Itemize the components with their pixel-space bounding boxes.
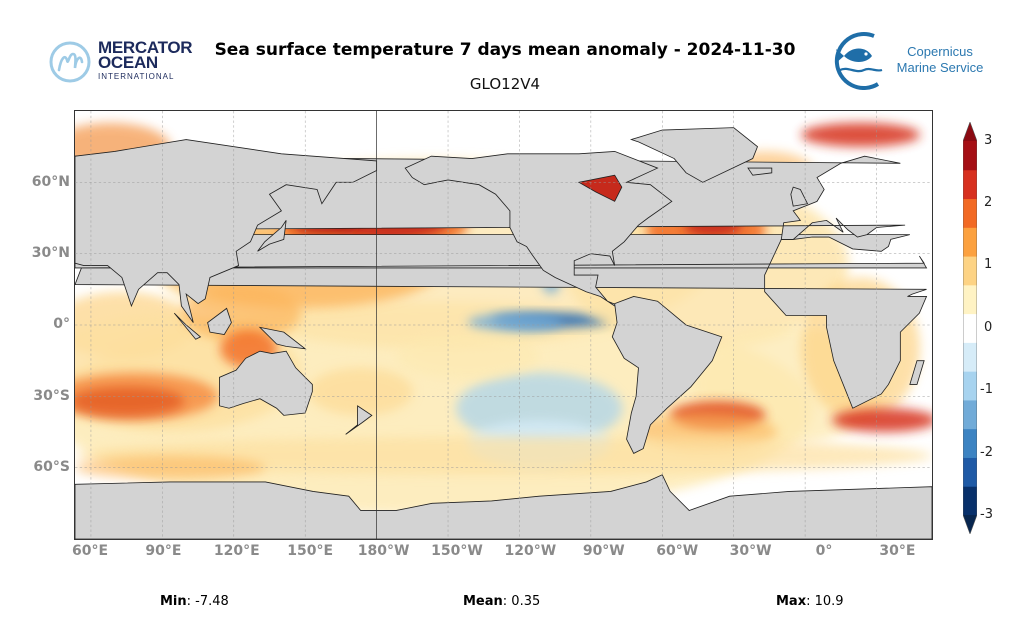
greenland-landmass <box>629 127 759 183</box>
copernicus-marine-logo: Copernicus Marine Service <box>830 30 990 90</box>
stat-mean-label: Mean <box>463 594 503 609</box>
lon-label: 30°W <box>729 543 772 559</box>
lon-label: 0° <box>815 543 833 559</box>
lon-label: 120°W <box>504 543 557 559</box>
colorbar-segment <box>963 457 977 487</box>
lat-label-60s: 60°S <box>33 459 70 475</box>
borneo-landmass <box>207 307 232 335</box>
stat-max: Max: 10.9 <box>776 594 844 609</box>
madagascar-landmass <box>909 360 925 385</box>
anomaly-patch <box>832 408 932 432</box>
lon-label: 120°E <box>213 543 260 559</box>
colorbar-tick-3: 3 <box>984 133 993 148</box>
logo-text-ocean: OCEAN <box>98 53 158 72</box>
africa-arabia-landmass <box>75 234 928 409</box>
logo-text-copernicus: Copernicus <box>907 44 973 59</box>
colorbar-tick-0: 0 <box>984 320 993 335</box>
colorbar-segment <box>963 198 977 228</box>
lon-label: 60°W <box>656 543 699 559</box>
hudson-bay-anomaly <box>577 174 623 202</box>
anomaly-patch <box>467 313 564 333</box>
mercator-m-icon <box>49 41 91 83</box>
lon-label: 90°E <box>145 543 182 559</box>
anomaly-patch <box>75 372 218 421</box>
mercator-ocean-logo: MERCATOR OCEAN INTERNATIONAL <box>48 38 193 84</box>
sst-anomaly-map <box>74 110 933 540</box>
colorbar-tick-m1: -1 <box>980 382 993 397</box>
uk-landmass <box>790 186 809 207</box>
colorbar-segment <box>963 284 977 315</box>
colorbar-segment <box>963 486 977 516</box>
colorbar-tick-m3: -3 <box>980 507 993 522</box>
new-zealand-landmass <box>345 405 373 435</box>
logo-text-mercator: MERCATOR <box>98 38 193 57</box>
stat-min-value: : -7.48 <box>186 594 229 609</box>
lon-label: 150°E <box>287 543 334 559</box>
colorbar-tick-1: 1 <box>984 257 993 272</box>
colorbar-segment <box>963 313 977 343</box>
stat-min-label: Min <box>160 594 187 609</box>
lon-label: 90°W <box>582 543 625 559</box>
model-subtitle: GLO12V4 <box>469 75 541 93</box>
colorbar-segment <box>963 256 977 286</box>
stat-mean-value: : 0.35 <box>502 594 541 609</box>
colorbar-tick-2: 2 <box>984 195 993 210</box>
colorbar <box>963 122 977 534</box>
map-svg <box>75 111 932 539</box>
sumatra-landmass <box>173 312 202 340</box>
lat-label-30s: 30°S <box>33 388 70 404</box>
logo-text-international: INTERNATIONAL <box>98 72 175 81</box>
colorbar-segment <box>963 428 977 458</box>
logo-text-marine-service: Marine Service <box>896 60 984 75</box>
land-mask <box>75 127 932 539</box>
anomaly-patch <box>75 436 932 475</box>
antarctica-landmass <box>75 474 932 539</box>
colorbar-tick-m2: -2 <box>980 445 993 460</box>
japan-landmass <box>257 220 287 252</box>
stat-max-label: Max <box>776 594 807 609</box>
colorbar-segment <box>963 399 977 430</box>
colorbar-extend-max-arrow <box>963 122 977 141</box>
lat-label-30n: 30°N <box>31 245 70 261</box>
colorbar-segment <box>963 169 977 200</box>
iceland-landmass <box>747 167 773 176</box>
colorbar-segment <box>963 227 977 257</box>
lon-label: 30°E <box>879 543 916 559</box>
lon-label: 180°W <box>357 543 410 559</box>
asia-landmass <box>75 139 378 323</box>
colorbar-segment <box>963 342 977 372</box>
colorbar-segment <box>963 141 977 171</box>
australia-landmass <box>219 350 313 416</box>
chart-title: Sea surface temperature 7 days mean anom… <box>214 40 796 60</box>
anomaly-patch <box>396 332 540 380</box>
stat-mean: Mean: 0.35 <box>463 594 540 609</box>
lon-label: 150°W <box>431 543 483 559</box>
stat-max-value: : 10.9 <box>806 594 844 609</box>
stat-min: Min: -7.48 <box>160 594 229 609</box>
colorbar-extend-min-arrow <box>963 515 977 534</box>
new-guinea-landmass <box>258 326 307 350</box>
lat-label-0: 0° <box>53 316 70 332</box>
anomaly-patch <box>308 367 414 416</box>
colorbar-segment <box>963 371 977 401</box>
anomaly-patch <box>801 122 921 147</box>
lon-label: 60°E <box>71 543 109 559</box>
fish-circle-icon <box>834 32 883 90</box>
lat-label-60n: 60°N <box>31 174 70 190</box>
